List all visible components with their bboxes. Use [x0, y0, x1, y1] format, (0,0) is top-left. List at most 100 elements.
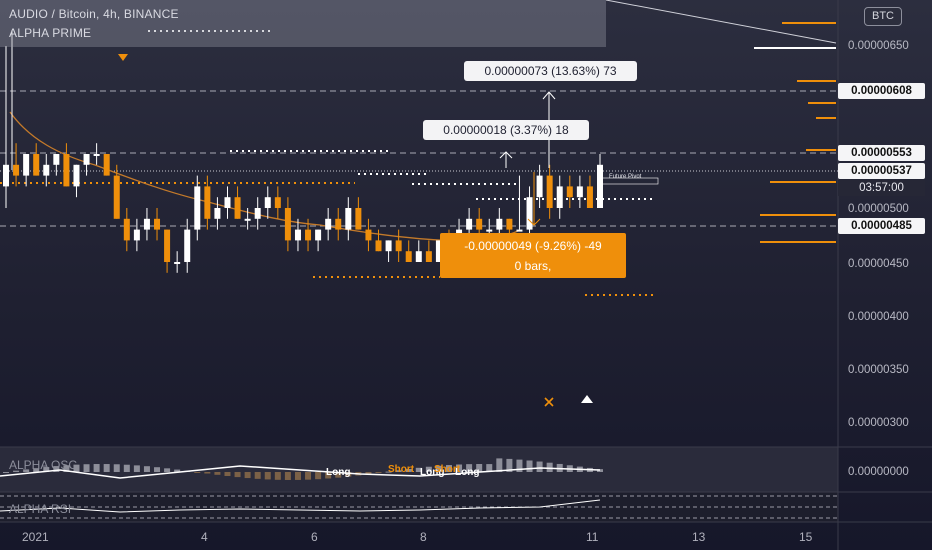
candle — [567, 176, 573, 208]
candle-body — [204, 186, 210, 218]
osc-bar — [124, 465, 130, 472]
cross-marker-icon — [545, 398, 553, 406]
candle-body — [154, 219, 160, 230]
price-tick: 0.00000500 — [848, 203, 909, 215]
measure-label-middle: 0.00000018 (3.37%) 18 — [423, 120, 589, 140]
osc-bar — [527, 460, 533, 472]
price-box: 0.00000608 — [838, 83, 925, 99]
candle-body — [335, 219, 341, 230]
time-tick: 8 — [420, 530, 427, 544]
osc-bar — [154, 467, 160, 472]
candle-body — [235, 197, 241, 219]
candle — [547, 165, 553, 219]
candle — [94, 143, 100, 165]
time-tick: 4 — [201, 530, 208, 544]
candle-body — [527, 197, 533, 229]
rsi-pane-bg — [0, 492, 838, 522]
candle-body — [305, 230, 311, 241]
osc-bar — [537, 462, 543, 472]
candle — [365, 219, 371, 251]
candle — [406, 240, 412, 262]
candle — [355, 197, 361, 229]
candle — [516, 176, 522, 232]
candle-body — [144, 219, 150, 230]
candle-body — [285, 208, 291, 240]
rsi-label[interactable]: ALPHA RSI — [9, 502, 71, 516]
candle-body — [476, 219, 482, 230]
osc-bar — [134, 465, 140, 472]
signal-long: Long — [326, 467, 350, 478]
osc-bar — [224, 472, 230, 476]
measure-label-down: -0.00000049 (-9.26%) -49 0 bars, — [440, 233, 626, 278]
osc-bar — [144, 466, 150, 472]
symbol-title[interactable]: AUDIO / Bitcoin, 4h, BINANCE — [9, 7, 179, 21]
osc-bar — [84, 464, 90, 472]
candle-body — [94, 154, 100, 156]
osc-bar — [3, 472, 9, 473]
price-tick: 0.00000350 — [848, 364, 909, 376]
candle — [295, 219, 301, 251]
candle — [315, 230, 321, 252]
candle-body — [376, 240, 382, 251]
indicator-name[interactable]: ALPHA PRIME — [9, 26, 91, 40]
candle — [386, 240, 392, 262]
candle-body — [84, 154, 90, 165]
price-box-last: 0.00000537 — [838, 163, 925, 179]
candle-body — [164, 230, 170, 262]
candle — [577, 176, 583, 208]
candle — [23, 154, 29, 186]
candle-body — [577, 186, 583, 197]
candle-body — [406, 251, 412, 262]
candle-body — [426, 251, 432, 262]
candle-body — [597, 165, 603, 208]
candle — [3, 46, 9, 208]
candle — [557, 176, 563, 219]
candle-body — [516, 230, 522, 232]
osc-bar — [114, 464, 120, 472]
candle — [275, 186, 281, 218]
candle — [426, 240, 432, 262]
candle-body — [365, 230, 371, 241]
candle — [184, 219, 190, 273]
measure-label-upper: 0.00000073 (13.63%) 73 — [464, 61, 637, 81]
candle-body — [53, 154, 59, 165]
osc-bar — [214, 472, 220, 475]
candle — [63, 143, 69, 186]
candle-body — [184, 230, 190, 262]
legend-panel: AUDIO / Bitcoin, 4h, BINANCE ALPHA PRIME — [0, 0, 606, 47]
candle — [255, 197, 261, 229]
osc-bar — [204, 472, 210, 474]
time-tick: 15 — [799, 530, 812, 544]
candle-body — [315, 230, 321, 241]
candle — [214, 197, 220, 229]
signal-long: Long — [455, 467, 479, 478]
currency-button[interactable]: BTC — [864, 7, 902, 26]
overlay-marks — [12, 30, 658, 406]
candle-body — [255, 208, 261, 219]
osc-bar — [235, 472, 241, 477]
measure-down-bars: 0 bars, — [440, 256, 626, 276]
candle-body — [416, 251, 422, 262]
osc-bar — [376, 472, 382, 473]
candle — [335, 208, 341, 240]
candle — [73, 165, 79, 197]
candle — [285, 197, 291, 251]
candle — [235, 186, 241, 218]
measure-down-change: -0.00000049 (-9.26%) -49 — [440, 236, 626, 256]
bar-countdown: 03:57:00 — [838, 180, 925, 196]
signal-short: Short — [388, 464, 414, 475]
osc-label[interactable]: ALPHA OSC — [9, 458, 77, 472]
candle-body — [3, 165, 9, 187]
buy-triangle-icon — [581, 395, 593, 403]
candle-body — [295, 230, 301, 241]
candle-body — [547, 176, 553, 208]
candle — [164, 230, 170, 273]
osc-bar — [315, 472, 321, 479]
candle-body — [587, 186, 593, 208]
candle — [13, 143, 19, 186]
trend-line — [606, 0, 836, 43]
time-tick: 11 — [586, 530, 598, 544]
osc-bar — [547, 463, 553, 472]
osc-bar — [94, 464, 100, 472]
